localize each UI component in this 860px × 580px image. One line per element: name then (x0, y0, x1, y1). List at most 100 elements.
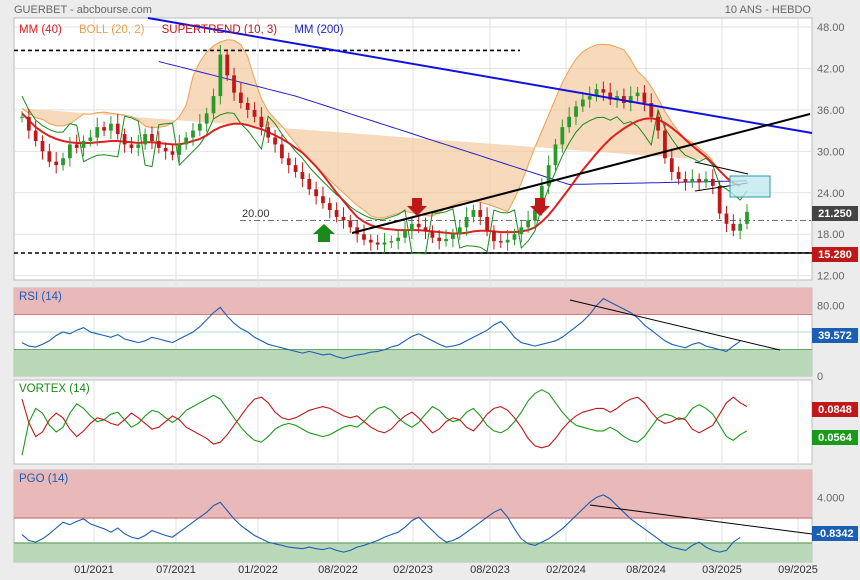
candle-body (67, 144, 72, 159)
candle-body (47, 151, 52, 162)
x-tick-label: 08/2023 (470, 564, 510, 576)
mm40-line (21, 112, 741, 235)
candle-body (225, 54, 230, 76)
candle-body (676, 172, 681, 179)
x-tick-label: 02/2024 (546, 564, 586, 576)
supertrend-line (21, 95, 748, 255)
candle-body (580, 99, 585, 107)
candle-body (307, 178, 312, 190)
pgo-low-zone (14, 542, 812, 562)
candle-body (122, 134, 127, 145)
x-tick-label: 02/2023 (393, 564, 433, 576)
candle-body (601, 89, 606, 93)
candle-body (409, 223, 414, 231)
x-tick-label: 08/2024 (626, 564, 666, 576)
rsi-badge: 39.572 (812, 328, 858, 343)
candle-body (396, 237, 401, 242)
candle-body (382, 242, 387, 245)
candle-body (628, 96, 633, 103)
candle-body (348, 220, 353, 228)
pgo-tick-label: 4.000 (817, 492, 845, 504)
candle-body (170, 151, 175, 155)
candle-body (197, 123, 202, 131)
candle-body (505, 239, 510, 243)
candle-body (293, 165, 298, 173)
candle-body (478, 210, 483, 217)
last-price-value: 21.250 (818, 208, 852, 220)
candle-body (150, 134, 154, 141)
candle-body (464, 216, 469, 228)
rsi-legend: RSI (14) (19, 291, 62, 303)
candle-body (697, 178, 702, 183)
candle-body (245, 102, 250, 110)
x-tick-label: 07/2021 (156, 564, 196, 576)
candle-body (492, 230, 496, 242)
legend-supertrend: SUPERTREND (10, 3) (162, 24, 278, 36)
candle-body (683, 178, 688, 183)
candle-body (615, 96, 619, 100)
candle-body (546, 165, 551, 186)
timeframe-label: 10 ANS - HEBDO (725, 4, 812, 16)
candle-body (341, 216, 346, 221)
price-tick-label: 36.00 (817, 105, 845, 117)
candle-body (717, 185, 722, 214)
candle-body (594, 89, 599, 97)
price-tick-label: 18.00 (817, 229, 845, 241)
x-tick-label: 09/2025 (778, 564, 818, 576)
pgo-legend: PGO (14) (19, 473, 68, 485)
price-tick-label: 42.00 (817, 63, 845, 75)
legend-mm200: MM (200) (294, 24, 343, 36)
level-annotation: 20.00 (242, 208, 270, 220)
candle-body (300, 172, 305, 179)
rsi-oversold-zone (14, 349, 812, 376)
price-layer (14, 17, 813, 255)
candle-body (690, 178, 695, 183)
candle-body (115, 123, 120, 135)
triangle-upper-line (694, 161, 749, 175)
rsi-line (21, 297, 741, 359)
price-tick-label: 12.00 (817, 271, 845, 283)
candle-body (567, 116, 572, 128)
support-price-value: 15.280 (818, 249, 852, 261)
candle-body (238, 92, 243, 103)
candle-body (423, 227, 428, 231)
candle-body (663, 130, 667, 159)
candle-body (437, 237, 442, 242)
candle-body (177, 144, 182, 155)
candle-body (635, 92, 640, 97)
vortex-plus-line (21, 389, 748, 456)
candle-body (26, 116, 31, 131)
candle-body (403, 230, 407, 238)
oscillator-layer (21, 297, 813, 553)
candle-body (669, 158, 674, 173)
candle-body (512, 234, 517, 240)
candle-body (642, 92, 647, 103)
candle-body (498, 241, 503, 243)
buy-arrow-icon (313, 224, 335, 242)
pgo-badge: -0.8342 (812, 526, 858, 541)
candle-body (724, 213, 729, 224)
candle-body (95, 127, 100, 138)
vortex-plus-value: 0.0564 (818, 432, 853, 444)
candle-body (102, 127, 106, 131)
candle-body (259, 116, 264, 128)
candle-body (33, 130, 38, 141)
candle-body (731, 223, 736, 231)
candle-body (526, 220, 531, 228)
candle-body (649, 102, 654, 117)
long-term-downtrend-line (147, 17, 813, 134)
sell-arrow-icon (407, 198, 427, 216)
candle-body (368, 239, 373, 243)
candle-body (327, 203, 332, 211)
candle-body (109, 123, 113, 131)
candle-body (533, 210, 537, 221)
candle-body (314, 189, 318, 197)
candle-body (20, 116, 24, 118)
candle-body (587, 96, 592, 100)
candle-body (252, 109, 257, 117)
candle-body (519, 227, 524, 235)
candle-body (61, 158, 65, 166)
candle-body (136, 144, 141, 148)
candle-body (608, 92, 613, 100)
candle-body (710, 178, 715, 186)
